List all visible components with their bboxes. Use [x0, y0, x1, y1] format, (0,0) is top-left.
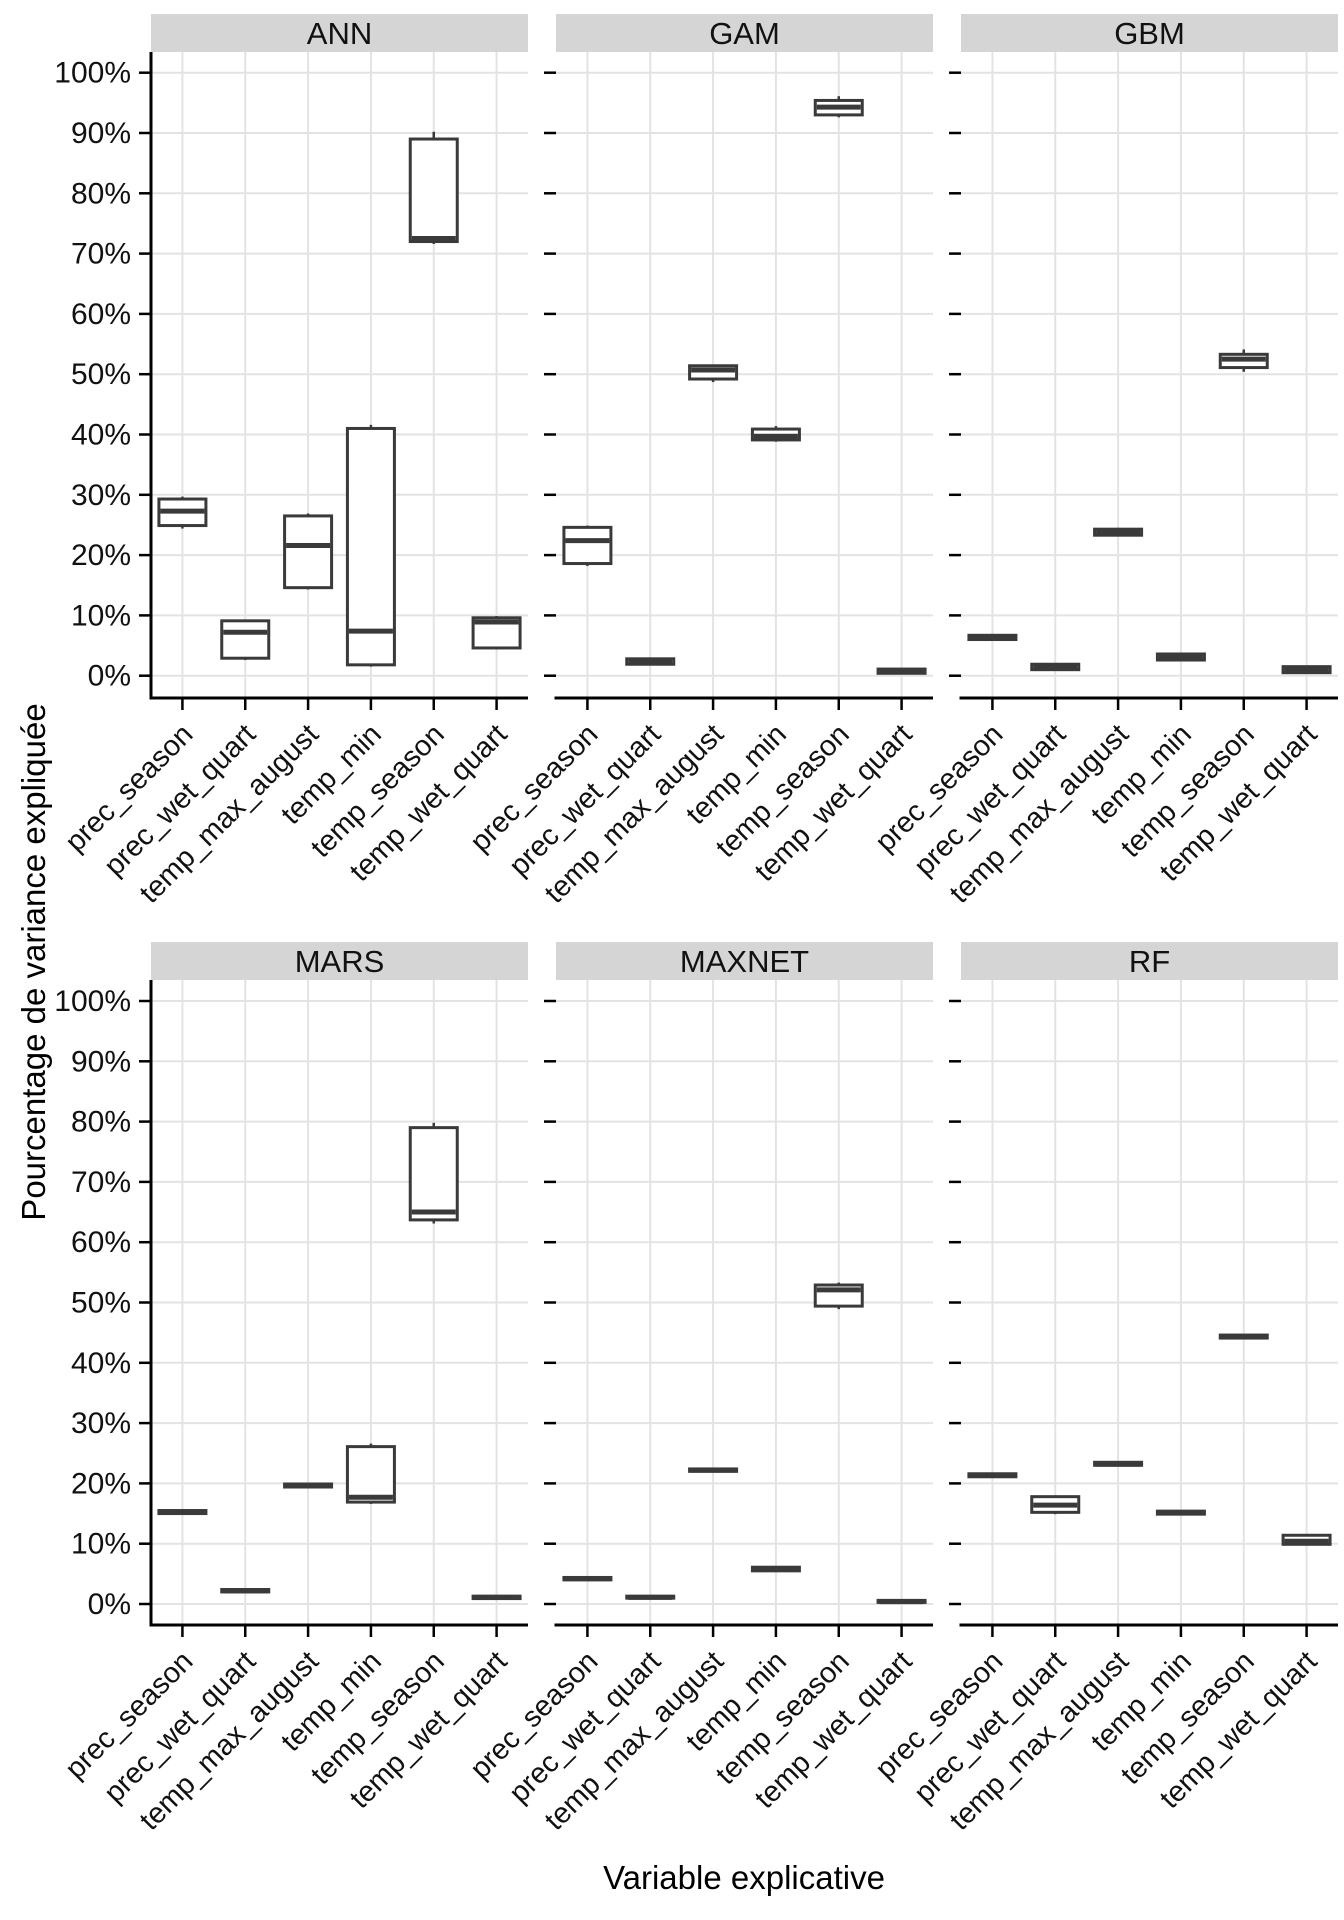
y-tick-label: 10% [71, 599, 131, 632]
y-tick-label: 40% [71, 419, 131, 452]
x-axis-title: Variable explicative [603, 1859, 885, 1896]
boxplot-gam-prec_season [562, 525, 613, 566]
boxplot-maxnet-temp_min [750, 1565, 801, 1573]
facet-strip-maxnet [556, 942, 933, 980]
y-tick-label: 70% [71, 1166, 131, 1199]
boxplot-mars-temp_max_august [283, 1482, 334, 1489]
y-tick-label: 50% [71, 358, 131, 391]
facet-strip-rf [961, 942, 1338, 980]
y-tick-label: 20% [71, 539, 131, 572]
boxplot-maxnet-temp_wet_quart [876, 1598, 927, 1605]
boxplot-maxnet-temp_season [813, 1282, 864, 1310]
boxplot-gbm-temp_wet_quart [1281, 665, 1332, 675]
facet-strip-label: GAM [709, 16, 780, 51]
boxplot-rf-temp_min [1155, 1509, 1206, 1516]
y-tick-label: 60% [71, 298, 131, 331]
boxplot-rf-temp_season [1218, 1333, 1269, 1340]
y-tick-label: 100% [54, 985, 131, 1018]
boxplot-gbm-temp_max_august [1093, 527, 1144, 537]
y-tick-label: 0% [88, 1588, 131, 1621]
y-tick-label: 70% [71, 238, 131, 271]
y-axis-title: Pourcentage de variance expliquée [15, 703, 52, 1221]
y-tick-label: 80% [71, 177, 131, 210]
boxplot-mars-temp_wet_quart [471, 1594, 522, 1601]
boxplot-gbm-temp_season [1218, 349, 1269, 372]
facet-panel-ann: ANN0%10%20%30%40%50%60%70%80%90%100%prec… [54, 14, 528, 910]
boxplot-maxnet-temp_max_august [688, 1467, 739, 1473]
boxplot-mars-temp_season [408, 1122, 459, 1224]
y-tick-label: 10% [71, 1528, 131, 1561]
facet-strip-label: GBM [1114, 16, 1185, 51]
y-tick-label: 30% [71, 479, 131, 512]
boxplot-ann-prec_wet_quart [220, 619, 271, 661]
y-tick-label: 100% [54, 57, 131, 90]
boxplot-gam-temp_wet_quart [876, 667, 927, 675]
boxplot-rf-prec_season [967, 1472, 1018, 1479]
y-tick-label: 80% [71, 1106, 131, 1139]
boxplot-gam-temp_min [750, 426, 801, 442]
boxplot-gam-prec_wet_quart [625, 657, 676, 666]
boxplot-mars-prec_wet_quart [220, 1588, 271, 1594]
boxplot-ann-temp_wet_quart [471, 616, 522, 650]
boxplot-ann-temp_min [345, 424, 396, 667]
boxplot-maxnet-prec_wet_quart [625, 1594, 676, 1600]
y-tick-label: 0% [88, 660, 131, 693]
facet-strip-ann [151, 14, 528, 52]
boxplot-gbm-prec_wet_quart [1030, 662, 1081, 672]
boxplot-gbm-prec_season [967, 633, 1018, 642]
y-tick-label: 30% [71, 1407, 131, 1440]
facet-strip-gbm [961, 14, 1338, 52]
y-tick-label: 40% [71, 1347, 131, 1380]
facet-strip-label: MARS [295, 944, 385, 979]
y-tick-label: 90% [71, 1045, 131, 1078]
y-tick-label: 90% [71, 117, 131, 150]
boxplot-gam-temp_season [813, 96, 864, 118]
facet-strip-gam [556, 14, 933, 52]
facet-strip-mars [151, 942, 528, 980]
y-tick-label: 60% [71, 1226, 131, 1259]
y-tick-label: 20% [71, 1467, 131, 1500]
boxplot-gbm-temp_min [1155, 652, 1206, 662]
boxplot-rf-temp_max_august [1093, 1460, 1144, 1467]
facet-strip-label: RF [1129, 944, 1170, 979]
boxplot-ann-temp_max_august [283, 513, 334, 590]
boxplot-rf-prec_wet_quart [1030, 1495, 1081, 1515]
boxplot-mars-prec_season [157, 1509, 208, 1516]
y-tick-label: 50% [71, 1287, 131, 1320]
boxplot-ann-prec_season [157, 496, 208, 529]
boxplot-mars-temp_min [345, 1443, 396, 1504]
boxplot-rf-temp_wet_quart [1281, 1533, 1332, 1546]
boxplot-maxnet-prec_season [562, 1575, 613, 1582]
boxplot-ann-temp_season [408, 131, 459, 244]
boxplot-gam-temp_max_august [688, 364, 739, 383]
facet-strip-label: MAXNET [680, 944, 809, 979]
facet-strip-label: ANN [307, 16, 372, 51]
